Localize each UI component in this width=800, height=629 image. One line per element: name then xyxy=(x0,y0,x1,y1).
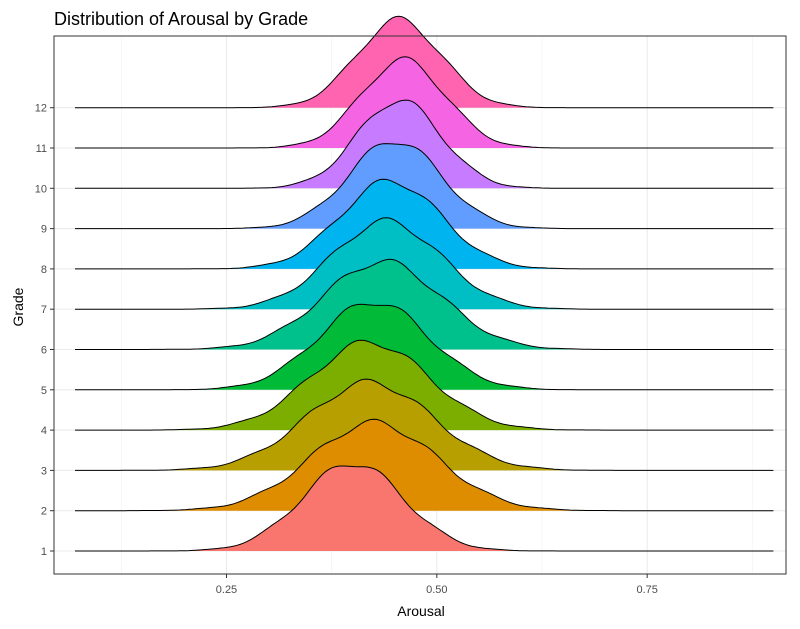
ridge-area-grade-3 xyxy=(75,379,774,471)
y-tick-label: 7 xyxy=(41,304,47,316)
y-axis-title: Grade xyxy=(10,287,26,326)
y-tick-label: 10 xyxy=(35,183,47,195)
x-tick-label: 0.75 xyxy=(636,584,657,596)
y-tick-label: 1 xyxy=(41,546,47,558)
panel-border xyxy=(53,35,787,575)
y-tick-label: 3 xyxy=(41,465,47,477)
ridge-area-grade-12 xyxy=(75,16,774,108)
ridge-outline-grade-11 xyxy=(75,56,774,149)
ridge-area-grade-11 xyxy=(75,56,774,149)
ridge-outline-grade-6 xyxy=(75,258,774,350)
x-axis-title: Arousal xyxy=(397,603,444,619)
ridge-area-grade-6 xyxy=(75,259,774,350)
ridge-area-grade-10 xyxy=(75,100,774,189)
x-tick-label: 0.50 xyxy=(426,584,447,596)
y-tick-label: 2 xyxy=(41,506,47,518)
ridge-area-grade-8 xyxy=(75,179,774,269)
ridge-outline-grade-10 xyxy=(75,99,774,189)
chart-title: Distribution of Arousal by Grade xyxy=(54,9,308,29)
ridge-outline-grade-5 xyxy=(75,303,774,391)
y-tick-label: 11 xyxy=(36,143,47,155)
ridge-outline-grade-8 xyxy=(75,178,774,270)
ridge-outline-grade-1 xyxy=(75,465,774,552)
ridge-outline-grade-12 xyxy=(75,15,774,109)
x-tick-label: 0.25 xyxy=(216,584,237,596)
ridge-outline-grade-3 xyxy=(75,378,774,471)
ridge-area-grade-5 xyxy=(75,304,774,390)
ridge-outline-grade-4 xyxy=(75,339,774,431)
ridge-area-grade-1 xyxy=(75,466,774,551)
y-tick-label: 9 xyxy=(41,224,47,236)
ridge-outline-grade-9 xyxy=(75,143,774,230)
ridge-area-grade-7 xyxy=(75,217,774,310)
ridge-outline-grade-2 xyxy=(75,418,774,512)
y-tick-label: 5 xyxy=(41,385,47,397)
y-tick-label: 8 xyxy=(41,264,47,276)
y-tick-label: 6 xyxy=(41,345,47,357)
x-axis: 0.25 0.50 0.75 xyxy=(216,574,658,596)
ridges xyxy=(75,15,774,552)
ridge-area-grade-4 xyxy=(75,340,774,431)
ridge-outline-grade-7 xyxy=(75,217,774,310)
y-tick-label: 12 xyxy=(35,103,47,115)
ridge-area-grade-9 xyxy=(75,143,774,229)
ridge-area-grade-2 xyxy=(75,419,774,511)
y-tick-label: 4 xyxy=(41,425,47,437)
